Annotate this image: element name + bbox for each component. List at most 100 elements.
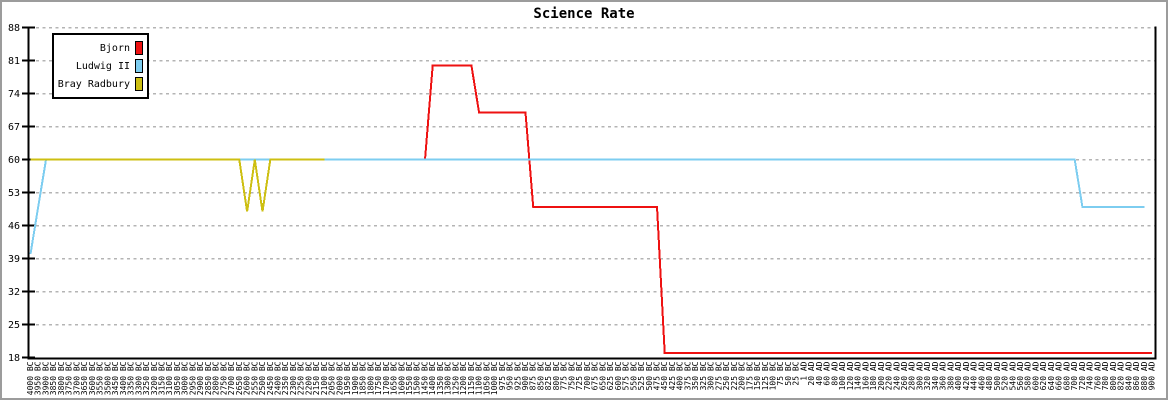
- x-tick-label: 2400 BC: [274, 361, 283, 395]
- x-tick-label: 475 BC: [652, 361, 661, 390]
- x-tick-label: 3100 BC: [165, 361, 174, 395]
- x-tick-label: 1200 BC: [459, 361, 468, 395]
- x-tick-label: 3950 BC: [34, 361, 43, 395]
- x-tick-label: 2900 BC: [196, 361, 205, 395]
- x-tick-label: 2200 BC: [304, 361, 313, 395]
- x-tick-label: 2450 BC: [266, 361, 275, 395]
- x-tick-label: 2050 BC: [328, 361, 337, 395]
- x-tick-label: 2150 BC: [312, 361, 321, 395]
- x-tick-label: 100 AD: [838, 361, 847, 390]
- x-tick-label: 1300 BC: [444, 361, 453, 395]
- x-tick-label: 2850 BC: [204, 361, 213, 395]
- y-tick-label: 18: [8, 353, 20, 364]
- x-tick-label: 1250 BC: [451, 361, 460, 395]
- x-tick-label: 540 AD: [1008, 361, 1017, 390]
- x-tick-label: 3350 BC: [127, 361, 136, 395]
- x-tick-label: 600 AD: [1031, 361, 1040, 390]
- x-tick-label: 50 BC: [784, 361, 793, 385]
- x-tick-label: 350 BC: [691, 361, 700, 390]
- x-tick-label: 925 BC: [513, 361, 522, 390]
- x-tick-label: 360 AD: [939, 361, 948, 390]
- x-tick-label: 125 BC: [761, 361, 770, 390]
- x-tick-label: 550 BC: [629, 361, 638, 390]
- x-tick-label: 500 AD: [993, 361, 1002, 390]
- y-tick-label: 25: [8, 320, 20, 331]
- legend-swatch-bray-radbury: [135, 77, 143, 91]
- y-tick-label: 74: [8, 89, 20, 100]
- x-tick-label: 675 BC: [591, 361, 600, 390]
- x-tick-label: 725 BC: [575, 361, 584, 390]
- x-tick-label: 40 AD: [815, 361, 824, 385]
- x-tick-label: 2800 BC: [212, 361, 221, 395]
- x-tick-label: 900 BC: [521, 361, 530, 390]
- x-tick-label: 1100 BC: [475, 361, 484, 395]
- x-tick-label: 3850 BC: [49, 361, 58, 395]
- x-tick-label: 3450 BC: [111, 361, 120, 395]
- legend: Bjorn Ludwig II Bray Radbury: [52, 33, 149, 99]
- x-tick-label: 1800 BC: [366, 361, 375, 395]
- x-tick-label: 300 BC: [707, 361, 716, 390]
- x-tick-label: 840 AD: [1124, 361, 1133, 390]
- x-tick-label: 140 AD: [854, 361, 863, 390]
- x-tick-label: 1400 BC: [428, 361, 437, 395]
- x-tick-label: 2700 BC: [227, 361, 236, 395]
- x-tick-label: 100 BC: [769, 361, 778, 390]
- legend-label-bray-radbury: Bray Radbury: [57, 78, 130, 90]
- x-tick-label: 760 AD: [1093, 361, 1102, 390]
- x-tick-label: 875 BC: [529, 361, 538, 390]
- x-tick-label: 660 AD: [1055, 361, 1064, 390]
- x-tick-label: 3400 BC: [119, 361, 128, 395]
- x-tick-label: 800 AD: [1109, 361, 1118, 390]
- x-tick-label: 3300 BC: [134, 361, 143, 395]
- x-tick-label: 2250 BC: [297, 361, 306, 395]
- y-tick-label: 67: [8, 122, 20, 133]
- x-tick-label: 560 AD: [1016, 361, 1025, 390]
- x-tick-label: 300 AD: [915, 361, 924, 390]
- x-tick-label: 2550 BC: [250, 361, 259, 395]
- x-tick-label: 3200 BC: [150, 361, 159, 395]
- x-tick-label: 580 AD: [1024, 361, 1033, 390]
- x-tick-label: 250 BC: [722, 361, 731, 390]
- x-tick-label: 400 BC: [676, 361, 685, 390]
- x-tick-label: 420 AD: [962, 361, 971, 390]
- x-tick-label: 1900 BC: [351, 361, 360, 395]
- x-tick-label: 150 BC: [753, 361, 762, 390]
- legend-swatch-bjorn: [135, 41, 143, 55]
- x-tick-label: 180 AD: [869, 361, 878, 390]
- legend-label-ludwig-ii: Ludwig II: [75, 60, 130, 72]
- x-tick-label: 680 AD: [1062, 361, 1071, 390]
- x-tick-label: 2500 BC: [258, 361, 267, 395]
- x-tick-label: 1 AD: [799, 361, 808, 380]
- x-tick-label: 220 AD: [885, 361, 894, 390]
- x-tick-label: 480 AD: [985, 361, 994, 390]
- x-tick-label: 3600 BC: [88, 361, 97, 395]
- y-tick-label: 53: [8, 188, 20, 199]
- x-tick-label: 700 AD: [1070, 361, 1079, 390]
- series-line-bjorn: [30, 64, 1152, 354]
- x-tick-label: 900 AD: [1148, 361, 1157, 390]
- x-tick-label: 3050 BC: [173, 361, 182, 395]
- legend-swatch-ludwig-ii: [135, 59, 143, 73]
- x-tick-label: 260 AD: [900, 361, 909, 390]
- x-tick-label: 2100 BC: [320, 361, 329, 395]
- x-tick-label: 225 BC: [730, 361, 739, 390]
- x-tick-label: 1600 BC: [397, 361, 406, 395]
- x-tick-label: 3550 BC: [96, 361, 105, 395]
- x-tick-label: 720 AD: [1078, 361, 1087, 390]
- x-tick-label: 575 BC: [622, 361, 631, 390]
- x-tick-label: 380 AD: [946, 361, 955, 390]
- x-tick-label: 450 BC: [660, 361, 669, 390]
- x-tick-label: 700 BC: [583, 361, 592, 390]
- x-tick-label: 340 AD: [931, 361, 940, 390]
- x-tick-label: 80 AD: [830, 361, 839, 385]
- x-tick-label: 3750 BC: [65, 361, 74, 395]
- x-tick-label: 3800 BC: [57, 361, 66, 395]
- x-tick-label: 240 AD: [892, 361, 901, 390]
- x-tick-label: 200 AD: [877, 361, 886, 390]
- x-tick-label: 3900 BC: [41, 361, 50, 395]
- x-tick-label: 600 BC: [614, 361, 623, 390]
- legend-item-bray-radbury: Bray Radbury: [58, 75, 143, 93]
- x-tick-label: 775 BC: [560, 361, 569, 390]
- x-tick-label: 750 BC: [567, 361, 576, 390]
